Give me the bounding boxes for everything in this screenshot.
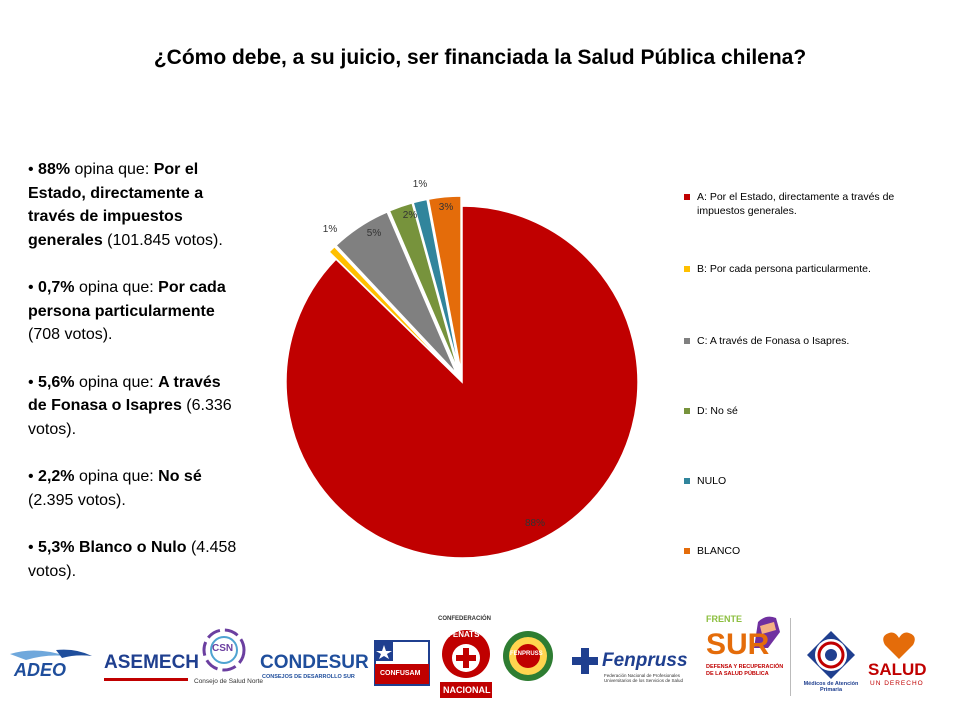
salud-derecho-logo: SALUD UN DERECHO (866, 632, 930, 694)
bullet-votes: (2.395 votos). (28, 491, 126, 509)
salud-derecho-logo-sub: UN DERECHO (870, 680, 924, 687)
pie-label-3: 2% (403, 210, 418, 221)
bullet-votes: (101.845 votos). (102, 231, 223, 249)
hand-icon (754, 616, 780, 648)
bullet-item: • 5,3% Blanco o Nulo (4.458 votos). (28, 536, 240, 583)
legend-swatch (684, 266, 690, 272)
bullet-item: • 5,6% opina que: A través de Fonasa o I… (28, 371, 240, 442)
bullet-item: • 0,7% opina que: Por cada persona parti… (28, 276, 240, 347)
bullet-prefix: opina que: (74, 468, 159, 485)
asemech-logo-text: ASEMECH (104, 652, 200, 673)
csn-logo-text: CSN (212, 643, 234, 654)
frente-sur-logo-sub: DEFENSA Y RECUPERACIÓN DE LA SALUD PÚBLI… (706, 664, 784, 677)
heart-icon (883, 632, 915, 659)
pie-slice-2 (334, 210, 458, 375)
adeo-logo-text: ADEO (14, 660, 67, 680)
pie-slice-4 (412, 198, 461, 373)
bullet-prefix: opina que: (74, 279, 159, 296)
confusam-logo-text: CONFUSAM (380, 670, 421, 677)
bullet-item: • 2,2% opina que: No sé (2.395 votos). (28, 465, 240, 512)
legend-label: C: A través de Fonasa o Isapres. (697, 335, 850, 347)
frente-sur-logo: FRENTE SUR DEFENSA Y RECUPERACIÓN DE LA … (704, 612, 786, 692)
bullet-prefix: opina que: (74, 373, 159, 391)
fenats-logo: CONFEDERACIÓN FENATS NACIONAL (438, 616, 494, 704)
frente-sur-logo-text: SUR (706, 628, 770, 661)
condesur-logo: CONDESUR CONSEJOS DE DESARROLLO SUR (260, 652, 369, 682)
logo-divider (790, 618, 791, 696)
legend-label: D: No sé (697, 405, 738, 417)
pie-label-5: 3% (439, 202, 454, 213)
legend-label: BLANCO (697, 545, 741, 557)
csn-logo-sub: Consejo de Salud Norte (194, 678, 264, 685)
pie-slice-1 (327, 245, 456, 376)
legend-swatch (684, 548, 690, 554)
bullet-option: A través de Fonasa o Isapres (28, 373, 221, 415)
medicos-aps-logo: Médicos de Atención Primaria (800, 630, 862, 702)
pie-slice-5 (427, 195, 462, 373)
legend-swatch (684, 478, 690, 484)
bullet-dot: • (28, 279, 39, 296)
bullet-percent: 5,6% (38, 373, 75, 391)
pie-label-1: 1% (323, 224, 338, 235)
chile-flag-icon (374, 640, 430, 686)
medicos-aps-logo-text: Médicos de Atención Primaria (803, 681, 859, 693)
bullet-option: No sé (158, 468, 202, 485)
bullet-percent: 0,7% (38, 279, 75, 296)
bullet-votes: (6.336 votos). (28, 397, 232, 438)
adeo-logo: ADEO (6, 644, 96, 690)
condesur-logo-sub: CONSEJOS DE DESARROLLO SUR (262, 674, 355, 680)
fenpruss-logo: Fenpruss Federación Nacional de Profesio… (570, 646, 700, 690)
bullet-list: • 88% opina que: Por el Estado, directam… (28, 158, 240, 607)
fenpruss-seal-text: FENPRUSS (510, 651, 543, 657)
medical-seal-icon (807, 631, 855, 679)
legend-swatch (684, 194, 690, 200)
fenats-logo-sub: NACIONAL (443, 685, 491, 695)
pie-slice-3 (388, 201, 460, 373)
bird-icon (10, 649, 92, 660)
bullet-dot: • (28, 468, 39, 485)
bullet-dot: • (28, 161, 39, 178)
pie-label-0: 88% (525, 518, 545, 529)
legend-swatch (684, 408, 690, 414)
pie-chart: 88% 1% 5% 2% 1% 3% (285, 179, 639, 559)
seal-icon (503, 631, 553, 681)
pie-slice-0 (285, 205, 639, 559)
pie-label-2: 5% (367, 228, 382, 239)
page-title: ¿Cómo debe, a su juicio, ser financiada … (153, 46, 807, 69)
bullet-prefix: opina que: (70, 161, 154, 178)
legend-label: A: Por el Estado, directamente a través … (697, 191, 895, 217)
bullet-item: • 88% opina que: Por el Estado, directam… (28, 158, 240, 252)
bullet-option: Por el Estado, directamente a través de … (28, 161, 204, 249)
fenats-logo-text: FENATS (448, 630, 480, 639)
legend-label: NULO (697, 475, 727, 487)
csn-logo: CSN Consejo de Salud Norte (194, 626, 263, 690)
bullet-dot: • (28, 539, 39, 556)
salud-derecho-logo-text: SALUD (868, 660, 927, 679)
frente-sur-top: FRENTE (706, 614, 742, 624)
fenats-shield-icon (442, 630, 490, 678)
cross-icon (572, 648, 598, 674)
confusam-logo: CONFUSAM (374, 640, 430, 686)
bullet-percent: 5,3% Blanco o Nulo (38, 539, 187, 556)
asemech-logo: ASEMECH (104, 650, 199, 684)
condesur-logo-text: CONDESUR (260, 652, 369, 673)
fenats-logo-top: CONFEDERACIÓN (438, 616, 492, 622)
fenpruss-seal-logo: FENPRUSS (502, 630, 554, 682)
logo-strip: ADEO ASEMECH CSN Consejo de Salud Norte … (0, 610, 960, 720)
bullet-percent: 2,2% (38, 468, 75, 485)
legend-swatch (684, 338, 690, 344)
bullet-votes: (708 votos). (28, 326, 113, 343)
bullet-votes: (4.458 votos). (28, 539, 237, 580)
legend-label: B: Por cada persona particularmente. (697, 263, 871, 275)
bullet-dot: • (28, 373, 39, 391)
pie-label-4: 1% (413, 179, 428, 190)
csn-circle-icon (202, 628, 246, 672)
bullet-option: Por cada persona particularmente (28, 279, 226, 320)
bullet-percent: 88% (38, 161, 71, 178)
fenpruss-logo-text: Fenpruss (602, 650, 688, 671)
fenpruss-logo-sub: Federación Nacional de Profesionales Uni… (604, 673, 684, 683)
